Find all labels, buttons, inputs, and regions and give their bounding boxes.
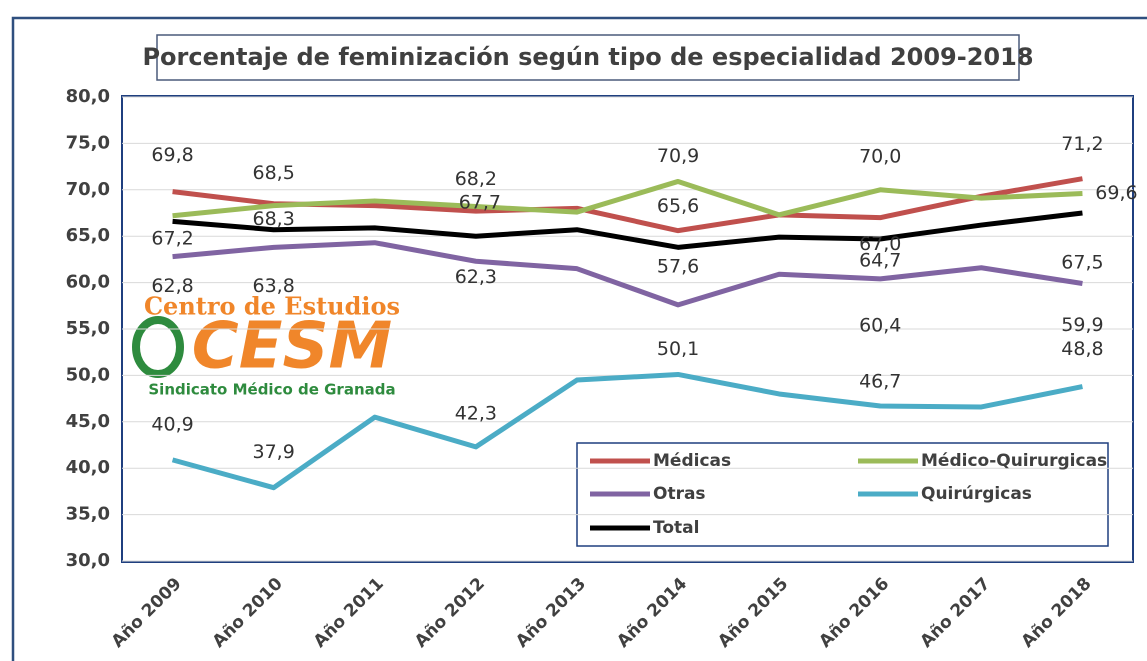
- data-label: 70,9: [657, 145, 699, 167]
- data-label: 64,7: [859, 249, 901, 271]
- y-tick-label: 65,0: [66, 225, 110, 246]
- data-label: 68,5: [252, 162, 294, 184]
- data-label: 62,8: [151, 275, 193, 297]
- data-label: 67,7: [459, 192, 501, 214]
- data-label: 59,9: [1061, 314, 1103, 336]
- x-tick-label: Año 2010: [209, 574, 287, 652]
- x-tick-label: Año 2011: [310, 574, 388, 652]
- chart-title: Porcentaje de feminización según tipo de…: [142, 43, 1033, 71]
- x-tick-label: Año 2012: [411, 574, 489, 652]
- data-label: 63,8: [252, 275, 294, 297]
- data-label: 40,9: [151, 413, 193, 435]
- x-tick-label: Año 2018: [1018, 574, 1096, 652]
- line-series: [172, 178, 1083, 219]
- legend-label: Médico-Quirurgicas: [921, 451, 1107, 471]
- data-label: 67,2: [151, 227, 193, 249]
- x-tick-label: Año 2017: [917, 574, 995, 652]
- y-tick-label: 80,0: [66, 86, 110, 107]
- x-tick-label: Año 2015: [714, 574, 792, 652]
- data-label: 71,2: [1061, 133, 1103, 155]
- data-label: 67,5: [1061, 252, 1103, 274]
- data-label: 48,8: [1061, 338, 1103, 360]
- title-box: [156, 34, 1020, 81]
- legend-label: Otras: [653, 484, 706, 504]
- logo-mark: CESM: [192, 310, 392, 384]
- line-series: [171, 371, 1083, 491]
- data-label: 69,8: [151, 144, 193, 166]
- legend-box: [576, 442, 1109, 547]
- outer-frame: [11, 16, 1147, 661]
- data-label: 65,6: [657, 195, 699, 217]
- logo-bottom: Sindicato Médico de Granada: [148, 381, 395, 399]
- logo-ring: [132, 316, 184, 378]
- data-label: 69,6: [1095, 182, 1137, 204]
- x-tick-label: Año 2013: [512, 574, 590, 652]
- data-label: 57,6: [657, 255, 699, 277]
- line-series: [172, 240, 1083, 308]
- y-tick-label: 30,0: [66, 550, 110, 571]
- data-label: 42,3: [455, 402, 497, 424]
- data-label: 50,1: [657, 338, 699, 360]
- data-label: 60,4: [859, 314, 901, 336]
- y-tick-label: 60,0: [66, 272, 110, 293]
- y-tick-label: 45,0: [66, 411, 110, 432]
- logo: Centro de Estudios CESM Sindicato Médico…: [132, 292, 400, 399]
- legend-label: Total: [653, 518, 699, 538]
- data-label: 70,0: [859, 145, 901, 167]
- x-tick-label: Año 2009: [108, 574, 186, 652]
- y-tick-label: 35,0: [66, 504, 110, 525]
- data-label: 68,2: [455, 168, 497, 190]
- x-tick-label: Año 2016: [815, 574, 893, 652]
- data-label: 46,7: [859, 371, 901, 393]
- y-tick-label: 55,0: [66, 318, 110, 339]
- legend-label: Médicas: [653, 451, 731, 471]
- logo-top: Centro de Estudios: [144, 292, 400, 321]
- data-label: 37,9: [252, 441, 294, 463]
- y-tick-label: 75,0: [66, 132, 110, 153]
- line-series: [172, 210, 1083, 250]
- y-tick-label: 70,0: [66, 179, 110, 200]
- y-tick-label: 40,0: [66, 457, 110, 478]
- legend-label: Quirúrgicas: [921, 484, 1032, 504]
- x-tick-label: Año 2014: [613, 574, 691, 652]
- data-label: 67,0: [859, 233, 901, 255]
- data-label: 62,3: [455, 266, 497, 288]
- data-label: 68,3: [252, 208, 294, 230]
- y-tick-label: 50,0: [66, 364, 110, 385]
